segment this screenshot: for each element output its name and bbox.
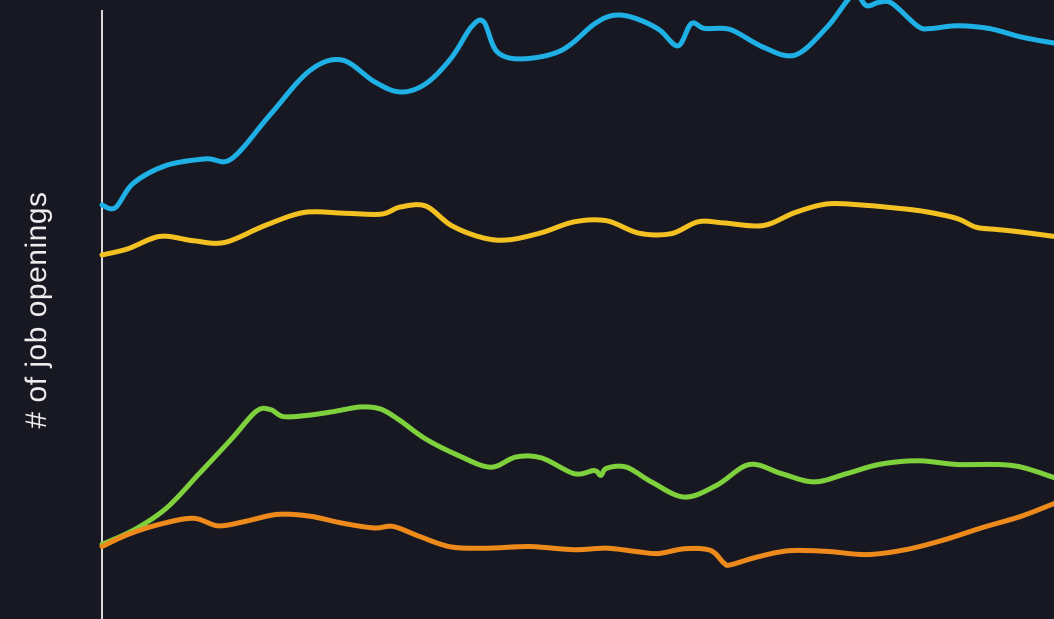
series-layer <box>99 0 1054 568</box>
series-line-orange <box>99 501 1054 568</box>
series-line-blue <box>99 0 1054 212</box>
series-line-green <box>99 404 1054 547</box>
series-line-yellow <box>99 200 1054 258</box>
